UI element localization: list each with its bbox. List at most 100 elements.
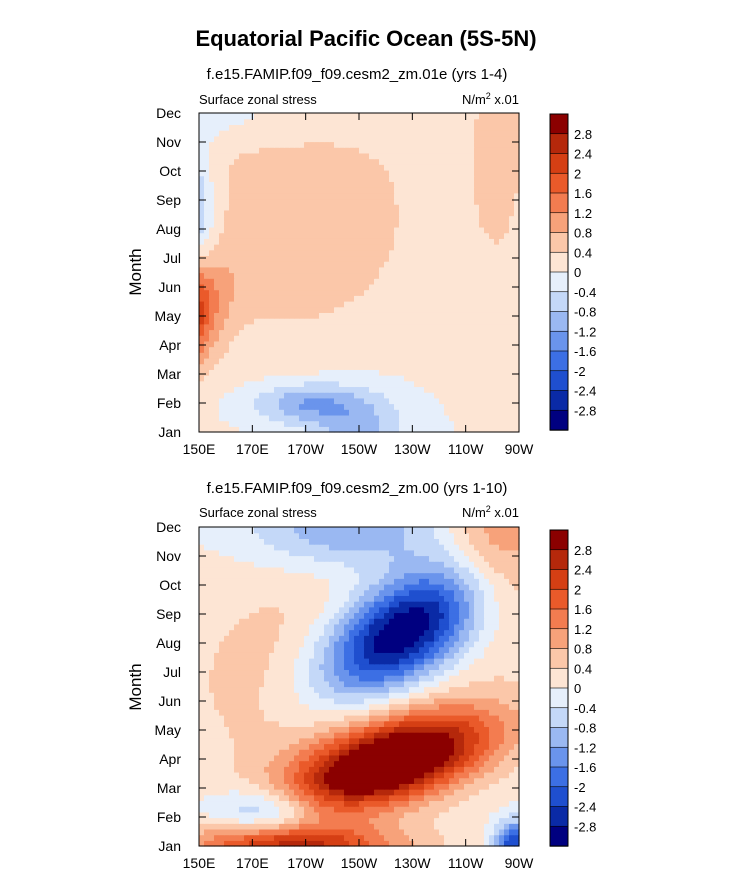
heatmap-cell	[284, 357, 290, 365]
heatmap-cell	[404, 283, 410, 291]
heatmap-cell	[369, 369, 375, 376]
heatmap-cell	[394, 369, 400, 376]
heatmap-cell	[394, 169, 400, 177]
heatmap-cell	[229, 426, 235, 433]
heatmap-cell	[204, 169, 210, 177]
heatmap-cell	[319, 283, 325, 291]
heatmap-cell	[204, 363, 210, 370]
heatmap-cell	[464, 737, 470, 745]
heatmap-cell	[249, 766, 255, 773]
heatmap-cell	[379, 147, 385, 154]
heatmap-cell	[474, 141, 480, 148]
heatmap-cell	[204, 272, 210, 279]
heatmap-cell	[479, 226, 485, 234]
heatmap-cell	[499, 204, 505, 211]
heatmap-cell	[259, 800, 265, 807]
heatmap-cell	[364, 806, 370, 813]
heatmap-cell	[374, 130, 380, 137]
heatmap-cell	[244, 397, 250, 405]
heatmap-cell	[254, 340, 260, 348]
heatmap-cell	[509, 369, 515, 376]
heatmap-cell	[394, 283, 400, 291]
heatmap-cell	[459, 732, 465, 739]
heatmap-cell	[394, 272, 400, 279]
heatmap-cell	[229, 380, 235, 388]
heatmap-cell	[329, 794, 335, 802]
heatmap-cell	[274, 113, 280, 120]
panel-top: f.e15.FAMIP.f09_f09.cesm2_zm.01e (yrs 1-…	[126, 66, 596, 457]
heatmap-cell	[274, 346, 280, 353]
heatmap-cell	[394, 840, 400, 847]
heatmap-cell	[274, 392, 280, 399]
heatmap-cell	[279, 130, 285, 137]
heatmap-cell	[204, 152, 210, 160]
heatmap-cell	[209, 124, 215, 131]
heatmap-cell	[414, 221, 420, 228]
heatmap-cell	[204, 192, 210, 200]
heatmap-cell	[249, 732, 255, 739]
heatmap-cell	[449, 737, 455, 745]
heatmap-cell	[449, 363, 455, 370]
heatmap-cell	[449, 232, 455, 239]
heatmap-cell	[329, 335, 335, 342]
heatmap-cell	[244, 329, 250, 336]
heatmap-cell	[449, 357, 455, 365]
heatmap-cell	[504, 420, 510, 427]
heatmap-cell	[494, 261, 500, 268]
heatmap-cell	[324, 335, 330, 342]
heatmap-cell	[384, 403, 390, 410]
heatmap-cell	[224, 340, 230, 348]
heatmap-cell	[419, 135, 425, 143]
heatmap-cell	[439, 232, 445, 239]
heatmap-cell	[434, 312, 440, 319]
heatmap-cell	[334, 209, 340, 217]
heatmap-cell	[434, 300, 440, 308]
heatmap-cell	[389, 187, 395, 194]
heatmap-cell	[404, 312, 410, 319]
heatmap-cell	[409, 420, 415, 427]
heatmap-cell	[289, 141, 295, 148]
heatmap-cell	[374, 113, 380, 120]
heatmap-cell	[219, 834, 225, 841]
heatmap-cell	[399, 141, 405, 148]
heatmap-cell	[264, 175, 270, 182]
heatmap-cell	[209, 221, 215, 228]
heatmap-cell	[444, 204, 450, 211]
heatmap-cell	[399, 414, 405, 422]
heatmap-cell	[354, 187, 360, 194]
heatmap-cell	[429, 261, 435, 268]
heatmap-cell	[209, 771, 215, 779]
heatmap-cell	[369, 249, 375, 257]
heatmap-cell	[359, 420, 365, 427]
heatmap-cell	[329, 346, 335, 353]
heatmap-cell	[499, 124, 505, 131]
heatmap-cell	[219, 754, 225, 762]
heatmap-cell	[279, 244, 285, 251]
heatmap-cell	[259, 766, 265, 773]
heatmap-cell	[474, 766, 480, 773]
heatmap-cell	[449, 420, 455, 427]
heatmap-cell	[489, 192, 495, 200]
heatmap-cell	[459, 352, 465, 359]
heatmap-cell	[224, 187, 230, 194]
heatmap-cell	[474, 771, 480, 779]
heatmap-cell	[219, 369, 225, 376]
heatmap-cell	[499, 278, 505, 285]
heatmap-cell	[354, 175, 360, 182]
heatmap-cell	[309, 737, 315, 745]
heatmap-cell	[274, 198, 280, 205]
heatmap-cell	[219, 312, 225, 319]
heatmap-cell	[324, 329, 330, 336]
heatmap-cell	[274, 147, 280, 154]
heatmap-cell	[479, 375, 485, 382]
heatmap-cell	[284, 113, 290, 120]
heatmap-cell	[249, 743, 255, 750]
heatmap-cell	[329, 766, 335, 773]
heatmap-cell	[259, 726, 265, 733]
heatmap-cell	[244, 789, 250, 796]
heatmap-cell	[289, 340, 295, 348]
heatmap-cell	[354, 209, 360, 217]
heatmap-cell	[359, 771, 365, 779]
heatmap-cell	[334, 306, 340, 313]
heatmap-cell	[259, 130, 265, 137]
